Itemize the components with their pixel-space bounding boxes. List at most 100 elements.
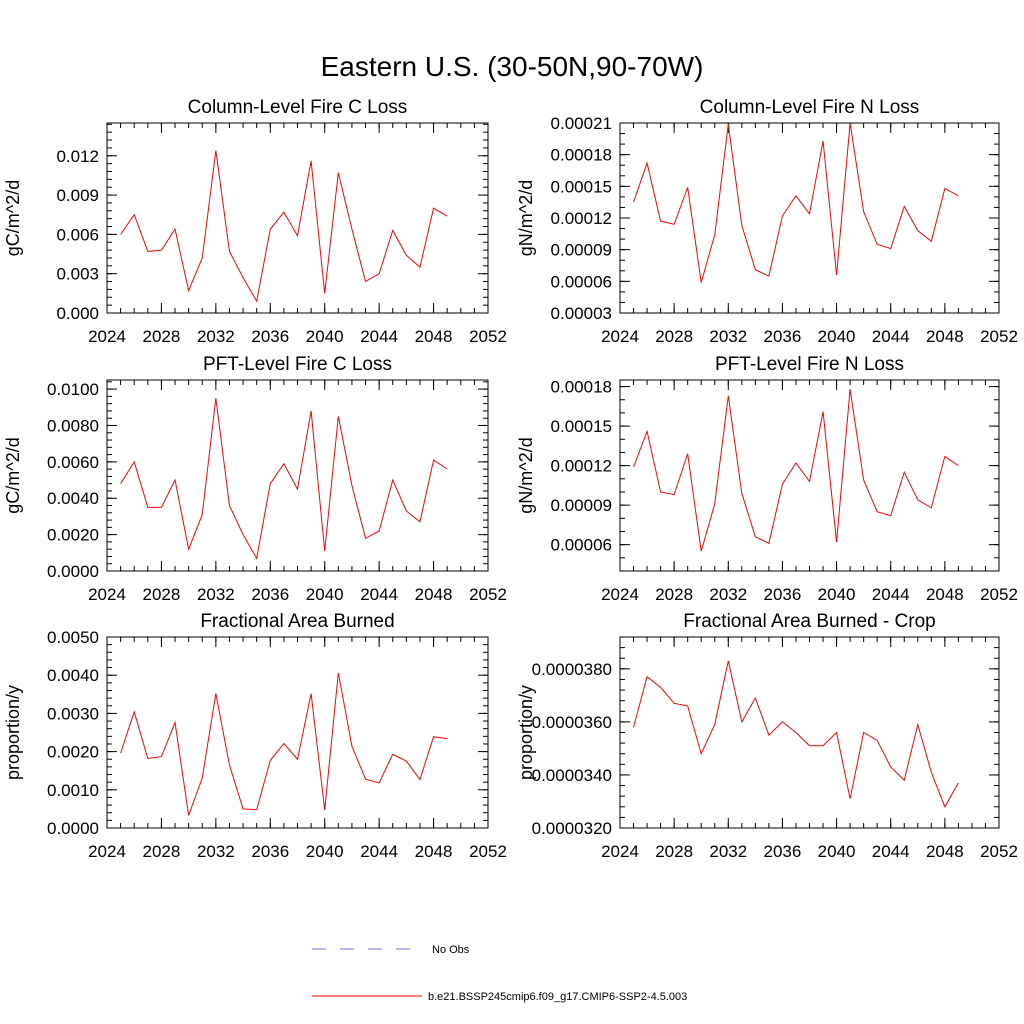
y-tick-label: 0.00012 xyxy=(551,457,612,476)
panel-pft-fire-n: PFT-Level Fire N Loss gN/m^2/d 2024 2028 203… xyxy=(516,354,1018,604)
x-tick-label: 2032 xyxy=(197,327,235,346)
y-tick-label: 0.00015 xyxy=(551,177,612,196)
x-tick-label: 2052 xyxy=(980,842,1018,861)
x-tick-label: 2044 xyxy=(872,585,910,604)
panel-title: PFT-Level Fire C Loss xyxy=(203,354,392,375)
figure-title: Eastern U.S. (30-50N,90-70W) xyxy=(321,51,704,82)
plot-frame xyxy=(106,636,489,829)
y-axis-label: gC/m^2/d xyxy=(3,437,23,513)
y-minor-ticks xyxy=(107,636,488,829)
x-tick-label: 2052 xyxy=(469,842,507,861)
x-tick-label: 2028 xyxy=(143,327,181,346)
y-tick-label: 0.003 xyxy=(56,265,99,284)
y-tick-label: 0.000 xyxy=(56,304,99,323)
y-axis-label: gN/m^2/d xyxy=(516,180,536,256)
x-tick-label: 2052 xyxy=(980,327,1018,346)
x-tick-label: 2024 xyxy=(88,585,126,604)
y-tick-label: 0.0080 xyxy=(47,416,99,435)
x-tick-label: 2052 xyxy=(980,585,1018,604)
y-minor-ticks xyxy=(107,123,488,314)
y-tick-label: 0.0040 xyxy=(47,666,99,685)
x-tick-label: 2032 xyxy=(709,842,747,861)
y-minor-ticks xyxy=(107,381,488,572)
x-tick-label: 2048 xyxy=(926,585,964,604)
x-tick-label: 2028 xyxy=(143,842,181,861)
x-tick-label: 2040 xyxy=(818,327,856,346)
x-tick-label: 2044 xyxy=(360,585,398,604)
x-tick-label: 2040 xyxy=(818,585,856,604)
legend-item: b.e21.BSSP245cmip6.f09_g17.CMIP6-SSP2-4.… xyxy=(312,991,687,1003)
panel-frac-area-burned: Fractional Area Burned proportion/y 2024 20… xyxy=(3,611,507,861)
x-tick-label: 2048 xyxy=(415,327,453,346)
y-axis-label: proportion/y xyxy=(3,685,23,780)
x-tick-label: 2044 xyxy=(360,327,398,346)
x-tick-label: 2028 xyxy=(143,585,181,604)
x-minor-ticks xyxy=(106,380,489,571)
panel-title: Fractional Area Burned xyxy=(200,611,394,632)
y-tick-label: 0.0000360 xyxy=(532,713,612,732)
x-tick-label: 2052 xyxy=(469,327,507,346)
series-line xyxy=(120,150,448,303)
panel-frac-area-burned-crop: Fractional Area Burned - Crop proportion/… xyxy=(516,611,1018,861)
panel-title: Fractional Area Burned - Crop xyxy=(683,611,935,632)
legend-label: No Obs xyxy=(432,944,470,956)
y-minor-ticks xyxy=(620,636,999,829)
y-tick-label: 0.00018 xyxy=(551,378,612,397)
x-tick-label: 2024 xyxy=(601,327,639,346)
series-line xyxy=(633,660,959,808)
y-axis-label: gN/m^2/d xyxy=(516,437,536,513)
x-tick-label: 2036 xyxy=(764,585,802,604)
x-tick-label: 2036 xyxy=(764,842,802,861)
plot-frame xyxy=(619,379,1000,572)
y-tick-label: 0.00018 xyxy=(551,146,612,165)
panel-pft-fire-c: PFT-Level Fire C Loss gC/m^2/d 2024 2028 203… xyxy=(3,354,507,604)
x-tick-label: 2036 xyxy=(251,585,289,604)
x-tick-label: 2044 xyxy=(360,842,398,861)
series-points xyxy=(120,150,449,303)
y-tick-label: 0.00015 xyxy=(551,417,612,436)
panel-col-fire-n: Column-Level Fire N Loss gN/m^2/d 2024 2028… xyxy=(516,97,1018,346)
x-tick-label: 2052 xyxy=(469,585,507,604)
x-minor-ticks xyxy=(619,380,1000,571)
x-tick-label: 2024 xyxy=(601,842,639,861)
series-line xyxy=(120,672,448,816)
x-tick-label: 2032 xyxy=(709,585,747,604)
y-tick-label: 0.0020 xyxy=(47,526,99,545)
x-tick-label: 2032 xyxy=(709,327,747,346)
y-tick-label: 0.0000380 xyxy=(532,660,612,679)
x-tick-label: 2028 xyxy=(655,327,693,346)
panel-title: PFT-Level Fire N Loss xyxy=(715,354,904,375)
x-tick-label: 2040 xyxy=(306,842,344,861)
x-tick-label: 2032 xyxy=(197,842,235,861)
y-tick-label: 0.00009 xyxy=(551,241,612,260)
x-tick-label: 2028 xyxy=(655,585,693,604)
y-tick-label: 0.0000 xyxy=(47,562,99,581)
series-line xyxy=(120,398,448,560)
y-axis-label: gC/m^2/d xyxy=(3,180,23,256)
y-tick-label: 0.00006 xyxy=(551,536,612,555)
y-tick-label: 0.006 xyxy=(56,225,99,244)
x-tick-label: 2044 xyxy=(872,842,910,861)
legend: No Obs b.e21.BSSP245cmip6.f09_g17.CMIP6-S… xyxy=(312,944,687,1003)
x-tick-label: 2048 xyxy=(415,585,453,604)
y-minor-ticks xyxy=(620,386,999,572)
x-tick-label: 2024 xyxy=(601,585,639,604)
y-tick-label: 0.009 xyxy=(56,186,99,205)
x-tick-label: 2040 xyxy=(818,842,856,861)
y-tick-label: 0.00006 xyxy=(551,272,612,291)
y-tick-label: 0.00021 xyxy=(551,114,612,133)
series-line xyxy=(633,389,959,552)
plot-frame xyxy=(619,122,1000,314)
series-points xyxy=(120,397,449,559)
x-tick-label: 2028 xyxy=(655,842,693,861)
panel-title: Column-Level Fire C Loss xyxy=(188,97,408,118)
y-tick-label: 0.00009 xyxy=(551,496,612,515)
x-tick-label: 2036 xyxy=(764,327,802,346)
y-tick-label: 0.0050 xyxy=(47,628,99,647)
x-tick-label: 2024 xyxy=(88,842,126,861)
y-tick-label: 0.0010 xyxy=(47,781,99,800)
x-minor-ticks xyxy=(106,637,489,828)
series-points xyxy=(633,660,960,808)
x-tick-label: 2048 xyxy=(926,842,964,861)
